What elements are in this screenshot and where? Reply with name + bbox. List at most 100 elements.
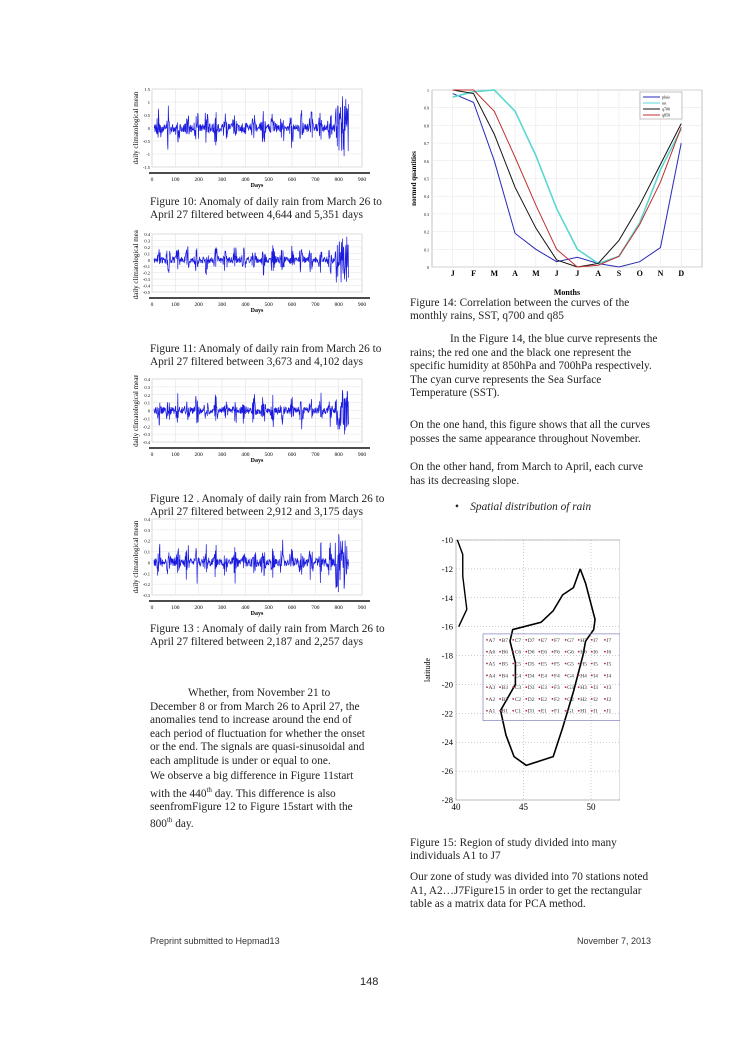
station-label: I4 xyxy=(593,673,598,679)
station-label: C6 xyxy=(515,650,522,656)
station-label: D3 xyxy=(528,685,535,691)
x-tick-label: A xyxy=(512,269,518,278)
station-dot xyxy=(551,698,554,700)
x-tick-label: 0 xyxy=(151,302,154,308)
y-axis-label: normed quantities xyxy=(410,151,418,206)
fig10-caption: Figure 10: Anomaly of daily rain from Ma… xyxy=(150,196,382,221)
y-tick-label: 0.2 xyxy=(144,393,150,398)
study-region-box xyxy=(482,633,620,721)
fig11-chart: daily climatological mean 0 100 200 300 400 50… xyxy=(132,230,370,314)
x-tick-label: 500 xyxy=(265,452,274,458)
y-tick-label: -0.2 xyxy=(143,424,150,429)
x-tick-label: 400 xyxy=(241,302,250,308)
station-dot xyxy=(499,638,501,641)
x-tick-label: 300 xyxy=(218,605,227,611)
y-tick-label: 0.2 xyxy=(424,230,429,235)
station-label: F7 xyxy=(554,638,560,644)
station-label: E5 xyxy=(541,662,547,668)
text: day. xyxy=(172,818,194,831)
y-tick-label: -0.4 xyxy=(143,440,151,445)
y-tick-label: -10 xyxy=(442,535,453,545)
x-tick-label: 100 xyxy=(171,452,180,458)
y-tick-label: -22 xyxy=(442,708,453,718)
x-tick-label: 600 xyxy=(288,452,297,458)
station-label: I1 xyxy=(593,709,598,715)
station-label: J2 xyxy=(606,697,611,703)
station-dot xyxy=(564,674,567,677)
x-tick-label: M xyxy=(532,269,540,278)
fig12-caption: Figure 12 . Anomaly of daily rain from M… xyxy=(150,493,385,518)
x-tick-label: J xyxy=(555,269,559,278)
series-line-sst xyxy=(452,89,682,265)
station-label: I7 xyxy=(593,638,598,644)
y-tick-label: 0 xyxy=(148,258,151,263)
station-dot xyxy=(564,698,567,700)
x-tick-label: 40 xyxy=(452,802,462,812)
bullet-text: Spatial distribution of rain xyxy=(470,501,592,513)
x-tick-label: 600 xyxy=(288,302,297,308)
station-label: A6 xyxy=(489,650,496,656)
x-tick-label: 700 xyxy=(311,302,320,308)
figure-14-caption: Figure 14: Correlation between the curve… xyxy=(410,297,630,322)
y-tick-label: 0.8 xyxy=(424,123,429,128)
x-tick-label: 700 xyxy=(311,452,320,458)
y-tick-label: -12 xyxy=(442,564,453,574)
x-tick-label: 500 xyxy=(265,605,274,611)
station-label: B5 xyxy=(502,662,509,668)
station-label: J7 xyxy=(606,638,611,644)
station-label: D7 xyxy=(528,638,535,644)
series-line-q700 xyxy=(452,89,682,268)
y-tick-label: 0.1 xyxy=(144,550,150,555)
y-tick-label: -0.4 xyxy=(143,284,151,289)
station-dot xyxy=(604,686,606,689)
figure-15-caption: Figure 15: Region of study divided into … xyxy=(410,837,617,862)
left-paragraph-2: We observe a big difference in Figure 11… xyxy=(150,770,375,832)
station-label: I2 xyxy=(593,697,598,703)
station-dot xyxy=(590,698,593,700)
station-dot xyxy=(604,709,606,712)
station-dot xyxy=(564,686,567,689)
fig11-caption: Figure 11: Anomaly of daily rain from Ma… xyxy=(150,343,382,368)
station-label: C2 xyxy=(515,697,522,703)
y-tick-label: -24 xyxy=(442,737,454,747)
y-tick-label: 0 xyxy=(148,126,151,131)
y-tick-label: -0.3 xyxy=(143,277,151,282)
station-label: H4 xyxy=(580,673,587,679)
legend-label: sst xyxy=(662,101,667,106)
station-dot xyxy=(590,638,593,641)
station-label: E4 xyxy=(541,673,547,679)
y-tick-label: -0.3 xyxy=(143,593,151,598)
station-label: A7 xyxy=(489,638,496,644)
signal-line xyxy=(153,236,349,283)
y-tick-label: 0.9 xyxy=(424,106,429,111)
x-tick-label: 900 xyxy=(358,452,367,458)
station-label: F5 xyxy=(554,662,560,668)
station-label: J4 xyxy=(606,673,611,679)
station-label: D6 xyxy=(528,650,535,656)
x-axis-label: Months xyxy=(554,288,580,297)
x-tick-label: 200 xyxy=(195,177,204,183)
station-dot xyxy=(564,709,567,712)
station-label: J5 xyxy=(606,662,611,668)
x-tick-label: 900 xyxy=(358,605,367,611)
y-tick-label: -16 xyxy=(442,622,453,632)
x-tick-label: 200 xyxy=(195,605,204,611)
station-label: G3 xyxy=(567,685,574,691)
station-label: B6 xyxy=(502,650,509,656)
figure-15-map: -10-12-14-16-18-20-22-24-26-28404550long… xyxy=(423,535,620,812)
station-label: G5 xyxy=(567,662,574,668)
station-label: A3 xyxy=(489,685,496,691)
y-tick-label: -0.3 xyxy=(143,432,151,437)
x-tick-label: 300 xyxy=(218,452,227,458)
station-dot xyxy=(538,650,541,653)
station-label: F3 xyxy=(554,685,560,691)
legend-label: q850 xyxy=(662,113,670,118)
station-dot xyxy=(486,662,488,665)
station-label: E1 xyxy=(541,709,547,715)
x-tick-label: 200 xyxy=(195,302,204,308)
station-dot xyxy=(551,709,554,712)
station-label: H1 xyxy=(580,709,587,715)
station-dot xyxy=(590,674,593,677)
series-line-q850 xyxy=(452,89,682,268)
y-tick-label: 0.6 xyxy=(424,159,429,164)
